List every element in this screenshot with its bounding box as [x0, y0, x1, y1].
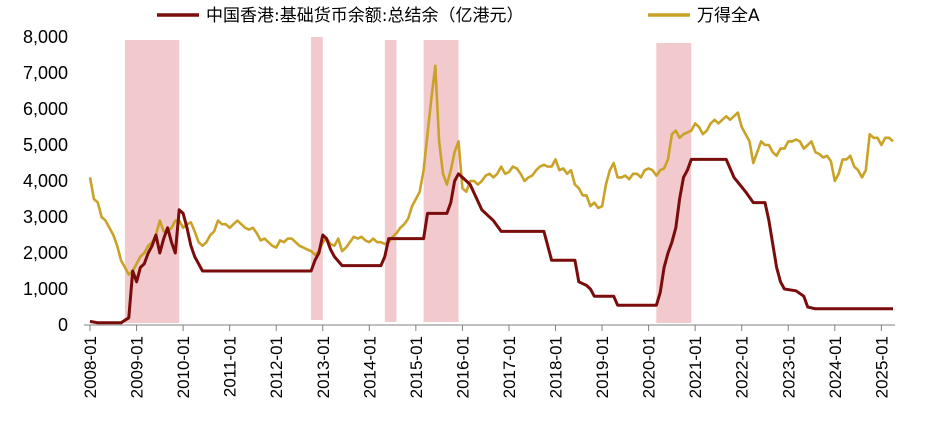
- x-tick-label: 2008-01: [81, 336, 100, 398]
- x-tick-label: 2010-01: [174, 336, 193, 398]
- y-tick-label: 6,000: [23, 99, 68, 119]
- x-tick-label: 2023-01: [779, 336, 798, 398]
- series-line-hkd: [89, 157, 893, 325]
- series-line-wind-a: [88, 64, 894, 276]
- x-tick-label: 2013-01: [314, 336, 333, 398]
- x-tick-label: 2020-01: [640, 336, 659, 398]
- y-tick-label: 7,000: [23, 63, 68, 83]
- y-tick-label: 1,000: [23, 279, 68, 299]
- x-tick-label: 2012-01: [267, 336, 286, 398]
- x-tick-label: 2022-01: [733, 336, 752, 398]
- x-tick-label: 2016-01: [453, 336, 472, 398]
- series-lines: [88, 64, 894, 325]
- legend-label-hkd: 中国香港:基础货币余额:总结余（亿港元）: [206, 6, 523, 26]
- y-tick-label: 3,000: [23, 207, 68, 227]
- shaded-periods: [124, 37, 692, 323]
- x-tick-label: 2024-01: [826, 336, 845, 398]
- shaded-period: [384, 40, 397, 322]
- x-tick-label: 2009-01: [128, 336, 147, 398]
- x-tick-label: 2014-01: [360, 336, 379, 398]
- y-tick-label: 8,000: [23, 27, 68, 47]
- shaded-period: [423, 40, 459, 322]
- x-tick-label: 2019-01: [593, 336, 612, 398]
- x-tick-label: 2021-01: [686, 336, 705, 398]
- x-tick-label: 2025-01: [872, 336, 891, 398]
- x-ticks: 2008-01 2009-01 2010-01 2011-01 2012-01 2013-…: [81, 325, 891, 398]
- y-tick-label: 0: [58, 315, 68, 335]
- y-ticks: 0 1,000 2,000 3,000 4,000 5,000 6,000 7,000 8,00…: [23, 27, 68, 335]
- x-tick-label: 2017-01: [500, 336, 519, 398]
- x-tick-label: 2015-01: [407, 336, 426, 398]
- x-tick-label: 2018-01: [547, 336, 566, 398]
- y-tick-label: 5,000: [23, 135, 68, 155]
- legend: 中国香港:基础货币余额:总结余（亿港元） 万得全A: [157, 6, 760, 26]
- x-tick-label: 2011-01: [221, 336, 240, 397]
- y-tick-label: 4,000: [23, 171, 68, 191]
- shaded-period: [311, 37, 323, 320]
- legend-label-wind-a: 万得全A: [697, 6, 760, 26]
- y-tick-label: 2,000: [23, 243, 68, 263]
